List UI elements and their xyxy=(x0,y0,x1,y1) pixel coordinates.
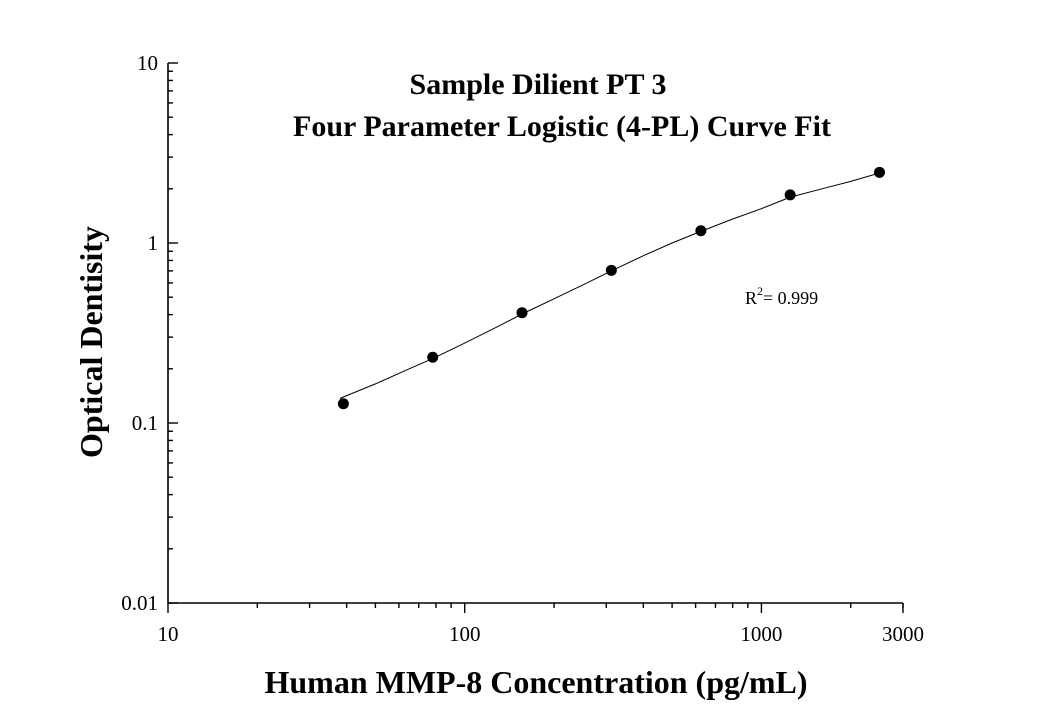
y-tick-label: 0.01 xyxy=(121,591,158,615)
chart-title-line-1: Sample Dilient PT 3 xyxy=(410,68,667,101)
y-axis-ticks: 0.01 0.1 1 10 xyxy=(121,51,178,615)
x-tick-label: 3000 xyxy=(882,622,924,646)
data-point xyxy=(605,264,617,276)
r-squared-base: R xyxy=(745,288,757,308)
chart-title: Sample Dilient PT 3 Four Parameter Logis… xyxy=(293,68,831,143)
axes: 10 100 1000 3000 0.01 0.1 1 10 xyxy=(121,51,924,646)
data-point xyxy=(516,307,528,319)
y-axis-label: Optical Dentisity xyxy=(73,226,109,458)
y-tick-label: 10 xyxy=(137,51,158,75)
y-tick-label: 0.1 xyxy=(132,411,158,435)
r-squared-value: = 0.999 xyxy=(763,288,818,308)
data-point xyxy=(337,398,349,410)
data-point xyxy=(784,189,796,201)
x-tick-label: 100 xyxy=(449,622,481,646)
data-point xyxy=(695,225,707,237)
x-tick-label: 10 xyxy=(158,622,179,646)
fit-curve xyxy=(339,172,880,399)
data-point xyxy=(874,166,886,178)
chart-title-line-2: Four Parameter Logistic (4-PL) Curve Fit xyxy=(293,110,831,143)
y-tick-label: 1 xyxy=(148,231,159,255)
x-tick-label: 1000 xyxy=(740,622,782,646)
x-axis-ticks: 10 100 1000 3000 xyxy=(158,603,924,646)
x-axis-label: Human MMP-8 Concentration (pg/mL) xyxy=(264,664,807,700)
r-squared-annotation: R2= 0.999 xyxy=(745,284,818,308)
data-point xyxy=(427,351,439,363)
data-points xyxy=(337,166,886,410)
r-squared-superscript: 2 xyxy=(757,284,763,298)
